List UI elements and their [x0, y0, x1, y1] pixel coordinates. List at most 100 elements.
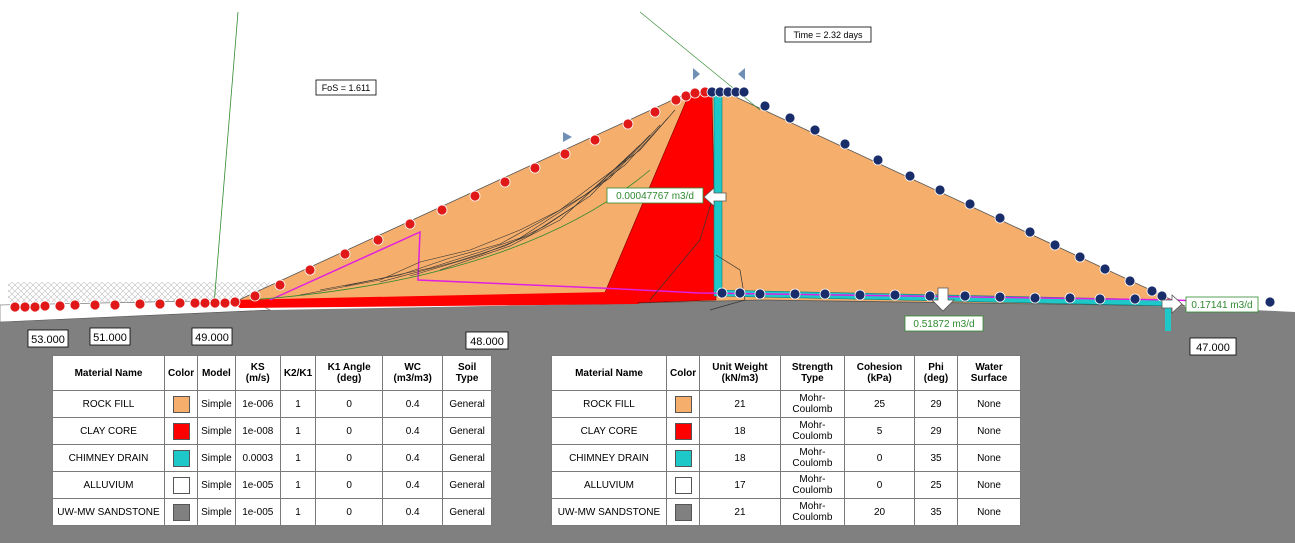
navy-boundary-marker	[784, 112, 796, 124]
color-swatch-cell	[665, 444, 701, 472]
color-swatch-cell	[163, 390, 199, 418]
table-header-row: Material Name Color Unit Weight (kN/m3) …	[551, 355, 1021, 391]
table-cell: Simple	[197, 498, 236, 526]
table-cell: ROCK FILL	[52, 390, 165, 418]
reservoir-hatch	[8, 282, 270, 302]
red-boundary-marker	[109, 299, 121, 311]
col-header: Color	[163, 355, 199, 391]
drain-boundary-marker	[1094, 293, 1106, 305]
table-cell: 25	[844, 390, 915, 418]
table-cell: Mohr-Coulomb	[779, 444, 846, 472]
red-boundary-marker	[469, 190, 481, 202]
red-boundary-marker	[689, 87, 701, 99]
drain-boundary-marker	[789, 288, 801, 300]
red-boundary-marker	[680, 90, 692, 102]
flux-label-drain: 0.51872 m3/d	[904, 315, 984, 332]
table-cell: 0.4	[382, 417, 444, 445]
red-boundary-marker	[19, 301, 31, 313]
table-row: ROCK FILL Simple 1e-006 1 0 0.4 General	[52, 390, 492, 418]
col-header: Color	[665, 355, 701, 391]
fos-annotation: FoS = 1.611	[315, 79, 377, 96]
table-cell: None	[957, 444, 1021, 472]
col-header: K2/K1	[279, 355, 317, 391]
table-cell: 1	[279, 417, 317, 445]
navy-boundary-marker	[1024, 226, 1036, 238]
color-swatch	[674, 503, 692, 521]
table-cell: None	[957, 417, 1021, 445]
col-header: Water Surface	[957, 355, 1021, 391]
color-swatch-cell	[665, 417, 701, 445]
col-header: Soil Type	[442, 355, 492, 391]
drain-boundary-marker	[734, 287, 746, 299]
drain-boundary-marker	[819, 288, 831, 300]
red-boundary-marker	[339, 248, 351, 260]
navy-boundary-marker	[1146, 285, 1158, 297]
drain-boundary-marker	[994, 291, 1006, 303]
table-row: ROCK FILL 21 Mohr-Coulomb 25 29 None	[551, 390, 1021, 418]
drain-boundary-marker	[716, 287, 728, 299]
svg-text:51.000: 51.000	[93, 332, 127, 344]
color-swatch-cell	[163, 444, 199, 472]
red-boundary-marker	[134, 298, 146, 310]
table-cell: 1e-005	[234, 498, 281, 526]
table-cell: 35	[913, 444, 959, 472]
color-swatch-cell	[163, 498, 199, 526]
upstream-boundary-markers	[9, 86, 711, 313]
color-swatch	[172, 503, 190, 521]
table-cell: Mohr-Coulomb	[779, 471, 846, 499]
red-boundary-marker	[529, 162, 541, 174]
table-cell: 0.4	[382, 471, 444, 499]
red-boundary-marker	[436, 204, 448, 216]
hydraulic-material-table: Material Name Color Model KS (m/s) K2/K1…	[52, 355, 492, 526]
svg-text:49.000: 49.000	[195, 332, 229, 344]
color-swatch	[674, 422, 692, 440]
table-cell: CLAY CORE	[52, 417, 165, 445]
svg-text:Time = 2.32 days: Time = 2.32 days	[794, 30, 863, 40]
red-boundary-marker	[9, 301, 21, 313]
table-cell: 0	[315, 498, 384, 526]
table-cell: 1e-008	[234, 417, 281, 445]
table-cell: Simple	[197, 471, 236, 499]
col-header: KS (m/s)	[234, 355, 281, 391]
table-row: CHIMNEY DRAIN 18 Mohr-Coulomb 0 35 None	[551, 444, 1021, 472]
downstream-boundary-markers	[706, 86, 1276, 308]
table-cell: 17	[699, 471, 781, 499]
red-boundary-marker	[589, 134, 601, 146]
color-swatch	[674, 395, 692, 413]
red-boundary-marker	[199, 297, 211, 309]
flux-label-upstream: 0.00047767 m3/d	[606, 187, 704, 204]
table-cell: 1	[279, 498, 317, 526]
color-swatch-cell	[665, 390, 701, 418]
color-swatch	[674, 449, 692, 467]
navy-boundary-marker	[1099, 263, 1111, 275]
red-boundary-marker	[670, 94, 682, 106]
red-boundary-marker	[229, 296, 241, 308]
table-cell: 0.4	[382, 444, 444, 472]
table-cell: CHIMNEY DRAIN	[551, 444, 667, 472]
table-cell: CHIMNEY DRAIN	[52, 444, 165, 472]
elevation-label: 47.000	[1189, 337, 1237, 356]
navy-boundary-marker	[964, 198, 976, 210]
red-boundary-marker	[219, 297, 231, 309]
table-cell: 29	[913, 390, 959, 418]
navy-boundary-marker	[1264, 296, 1276, 308]
red-boundary-marker	[404, 218, 416, 230]
flux-arrows	[703, 187, 1183, 314]
table-cell: ALLUVIUM	[551, 471, 667, 499]
table-cell: 29	[913, 417, 959, 445]
table-cell: None	[957, 471, 1021, 499]
elevation-label: 48.000	[465, 331, 509, 350]
core-boundary-line	[649, 199, 713, 301]
navy-boundary-marker	[1156, 290, 1168, 302]
color-swatch	[172, 422, 190, 440]
drain-boundary-marker	[1029, 292, 1041, 304]
time-annotation: Time = 2.32 days	[784, 26, 872, 43]
table-cell: 20	[844, 498, 915, 526]
drain-boundary-marker	[1129, 293, 1141, 305]
col-header: Strength Type	[779, 355, 846, 391]
color-swatch	[172, 449, 190, 467]
table-cell: General	[442, 444, 492, 472]
svg-text:FoS = 1.611: FoS = 1.611	[322, 83, 371, 93]
table-cell: 18	[699, 417, 781, 445]
table-cell: Mohr-Coulomb	[779, 417, 846, 445]
